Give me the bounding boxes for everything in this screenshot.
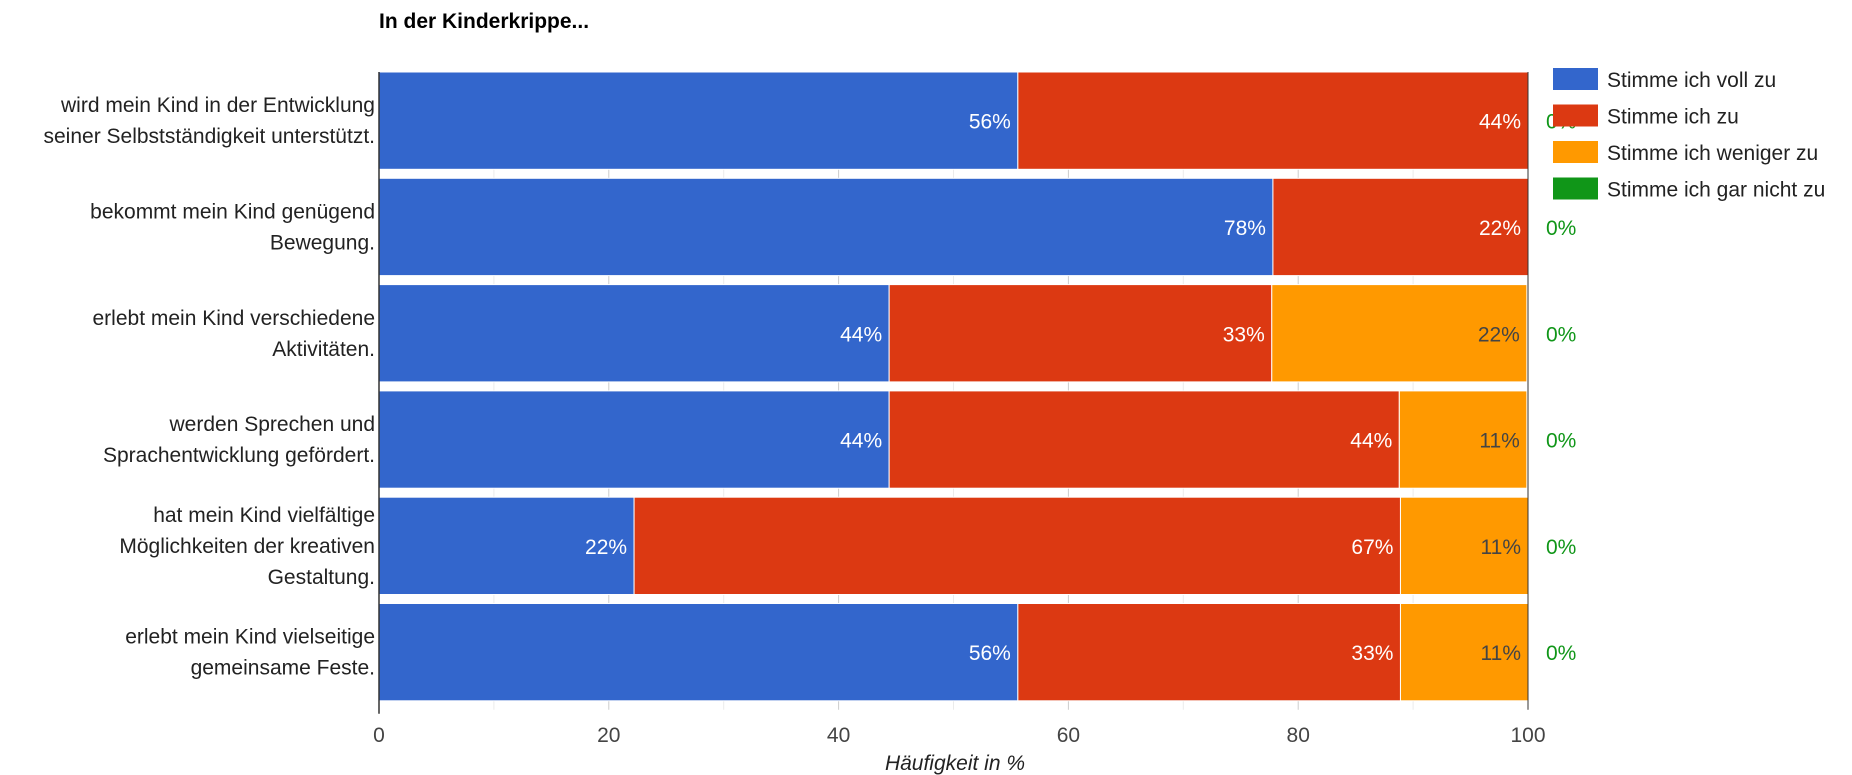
category-label: wird mein Kind in der Entwicklung	[60, 94, 375, 117]
data-label: 22%	[1479, 217, 1521, 240]
bar-segment	[378, 177, 1274, 277]
bar-segment	[633, 496, 1401, 596]
chart-title: In der Kinderkrippe...	[379, 10, 589, 33]
data-label: 11%	[1481, 536, 1521, 559]
x-tick-label: 0	[373, 724, 385, 747]
category-label: Bewegung.	[270, 231, 375, 254]
category-label: Möglichkeiten der kreativen	[119, 535, 375, 558]
data-label: 0%	[1546, 217, 1576, 240]
category-label: erlebt mein Kind vielseitige	[125, 626, 375, 649]
category-label: werden Sprechen und	[169, 413, 375, 436]
category-label: gemeinsame Feste.	[191, 657, 375, 680]
category-label: erlebt mein Kind verschiedene	[93, 307, 376, 330]
category-label: hat mein Kind vielfältige	[153, 504, 375, 527]
bar-segment	[1017, 603, 1401, 702]
bar-segment	[888, 390, 1400, 489]
data-label: 0%	[1546, 642, 1576, 665]
data-label: 56%	[969, 642, 1011, 665]
data-label: 33%	[1351, 642, 1393, 665]
category-label: Gestaltung.	[268, 566, 375, 589]
legend-label: Stimme ich gar nicht zu	[1607, 179, 1825, 202]
legend-swatch	[1553, 104, 1598, 127]
bar-segment	[1272, 177, 1529, 277]
category-label: seiner Selbstständigkeit unterstützt.	[43, 125, 375, 148]
data-label: 0%	[1546, 536, 1576, 559]
x-tick-label: 20	[597, 724, 620, 747]
legend-swatch	[1553, 68, 1598, 90]
data-label: 0%	[1546, 323, 1576, 346]
category-label: Aktivitäten.	[272, 338, 375, 361]
data-label: 44%	[1350, 430, 1392, 453]
x-tick-label: 40	[827, 724, 850, 747]
legend-swatch	[1553, 177, 1598, 200]
category-labels: wird mein Kind in der Entwicklung seiner …	[43, 94, 375, 680]
data-label: 44%	[840, 323, 882, 346]
category-label: Sprachentwicklung gefördert.	[103, 444, 375, 467]
x-tick-label: 60	[1057, 724, 1080, 747]
bars: 56% 44% 0% 78% 22% 0% 44% 33% 22% 0% 44% 44% 11% 0% 22…	[378, 71, 1576, 702]
legend-label: Stimme ich voll zu	[1607, 69, 1776, 92]
data-label: 11%	[1481, 642, 1521, 665]
bar-segment	[1399, 603, 1529, 702]
data-label: 67%	[1351, 536, 1393, 559]
x-tick-label: 80	[1287, 724, 1310, 747]
bar-segment	[1399, 496, 1529, 596]
data-label: 33%	[1223, 323, 1265, 346]
bar-segment	[378, 603, 1019, 702]
data-label: 56%	[969, 111, 1011, 134]
data-label: 11%	[1479, 430, 1519, 453]
bar-segment	[378, 390, 890, 489]
bar-segment	[1017, 71, 1529, 170]
legend-label: Stimme ich weniger zu	[1607, 142, 1818, 165]
legend: Stimme ich voll zu Stimme ich zu Stimme ic…	[1553, 68, 1825, 202]
legend-label: Stimme ich zu	[1607, 106, 1739, 129]
data-label: 44%	[1479, 111, 1521, 134]
bar-segment	[378, 496, 635, 596]
legend-swatch	[1553, 141, 1598, 163]
data-label: 44%	[840, 430, 882, 453]
x-axis: 0 20 40 60 80 100	[373, 72, 1546, 747]
data-label: 22%	[1478, 323, 1520, 346]
bar-segment	[1398, 390, 1528, 489]
x-axis-title: Häufigkeit in %	[885, 752, 1025, 775]
bar-segment	[888, 284, 1273, 383]
x-tick-label: 100	[1510, 724, 1545, 747]
bar-segment	[378, 71, 1019, 170]
bar-segment	[1271, 284, 1528, 383]
data-label: 22%	[585, 536, 627, 559]
data-label: 78%	[1224, 217, 1266, 240]
data-label: 0%	[1546, 430, 1576, 453]
bar-segment	[378, 284, 890, 383]
category-label: bekommt mein Kind genügend	[90, 200, 375, 223]
